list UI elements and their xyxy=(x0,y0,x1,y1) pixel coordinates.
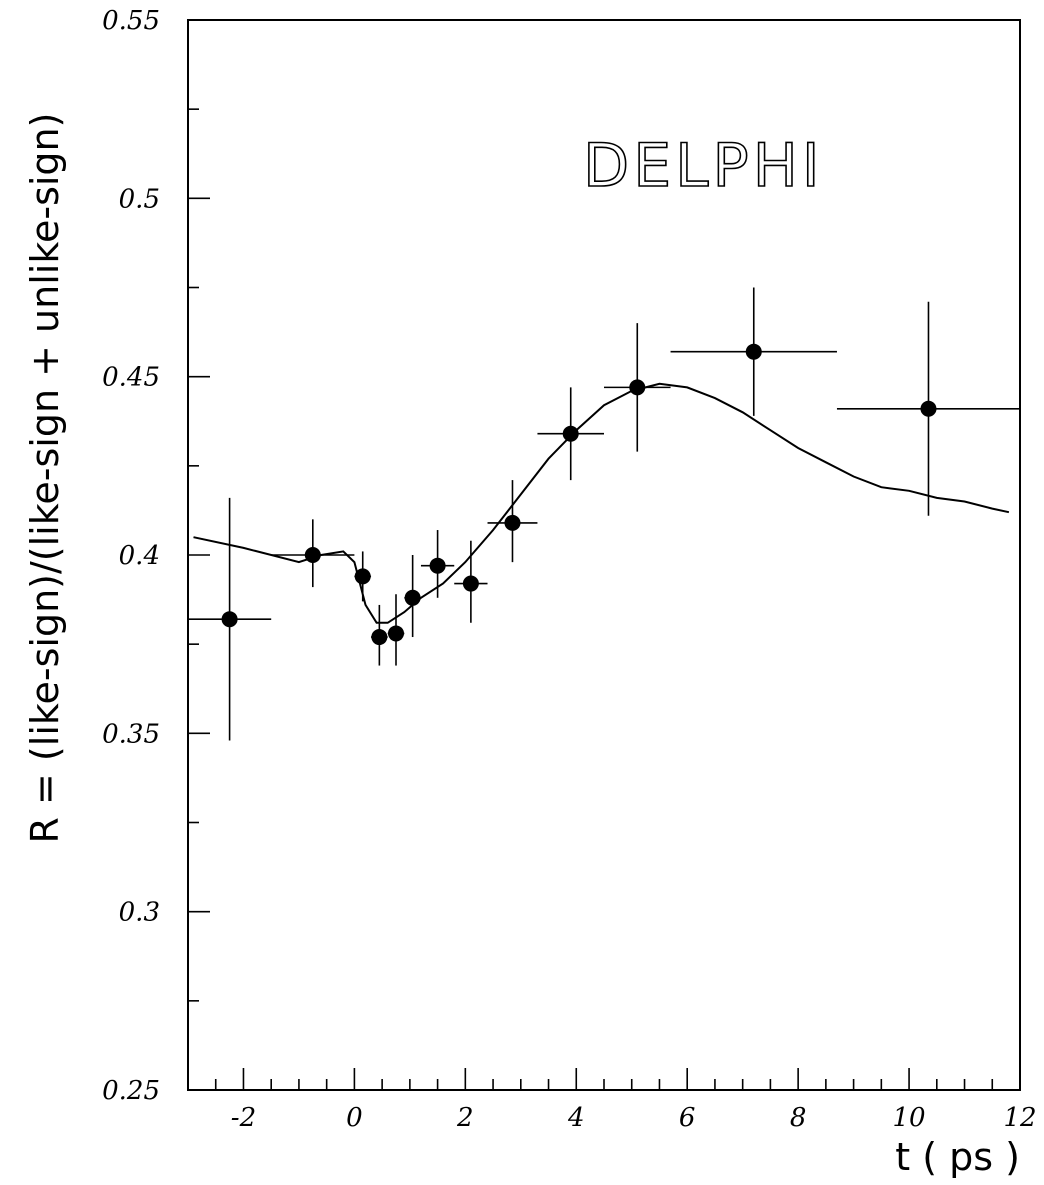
y-tick-label: 0.25 xyxy=(102,1076,160,1106)
data-point xyxy=(271,519,355,588)
data-point xyxy=(487,480,538,563)
y-tick-label: 0.45 xyxy=(102,363,160,393)
x-tick-label: 10 xyxy=(893,1103,926,1133)
fit-curve xyxy=(193,382,1010,624)
data-point xyxy=(670,287,837,416)
y-tick-label: 0.5 xyxy=(119,184,160,214)
data-point xyxy=(454,540,488,623)
point-marker xyxy=(745,343,762,360)
x-tick-label: -2 xyxy=(231,1103,256,1133)
data-point xyxy=(836,301,1020,516)
axis-ticks xyxy=(187,19,1021,1091)
x-tick-label: 6 xyxy=(679,1103,696,1133)
fit-curve-layer xyxy=(193,382,1010,624)
y-axis-title: R = (like-sign)/(like-sign + unlike-sign… xyxy=(23,113,67,844)
x-tick-label: 0 xyxy=(346,1103,363,1133)
data-point xyxy=(537,387,604,481)
y-tick-label: 0.35 xyxy=(102,719,160,749)
data-point xyxy=(604,323,671,452)
data-point xyxy=(387,594,405,666)
point-marker xyxy=(404,589,421,606)
x-axis-title: t ( ps ) xyxy=(895,1135,1020,1179)
experiment-label: DELPHI xyxy=(583,131,824,201)
x-tick-label: 8 xyxy=(790,1103,807,1133)
x-tick-label: 12 xyxy=(1003,1103,1036,1133)
point-marker xyxy=(504,514,521,531)
point-marker xyxy=(371,629,388,646)
data-point xyxy=(354,551,372,602)
tick-labels: -2 0 2 4 6 8 10 12 0.25 0.3 0.35 0.4 0.45 0.5 0.55 xyxy=(102,6,1036,1133)
point-marker xyxy=(562,425,579,442)
data-point xyxy=(188,497,272,741)
y-tick-label: 0.55 xyxy=(102,6,160,36)
point-marker xyxy=(920,400,937,417)
data-point xyxy=(404,555,421,638)
point-marker xyxy=(629,379,646,396)
point-marker xyxy=(304,547,321,563)
y-tick-label: 0.3 xyxy=(119,898,160,928)
point-marker xyxy=(429,557,446,574)
x-tick-label: 2 xyxy=(456,1103,474,1133)
point-marker xyxy=(354,568,371,585)
data-point xyxy=(371,604,388,666)
point-marker xyxy=(462,575,479,592)
data-points-layer xyxy=(188,287,1020,741)
y-tick-label: 0.4 xyxy=(119,541,160,571)
x-tick-label: 4 xyxy=(567,1103,585,1133)
point-marker xyxy=(221,611,238,628)
data-point xyxy=(420,530,455,598)
point-marker xyxy=(388,625,404,642)
